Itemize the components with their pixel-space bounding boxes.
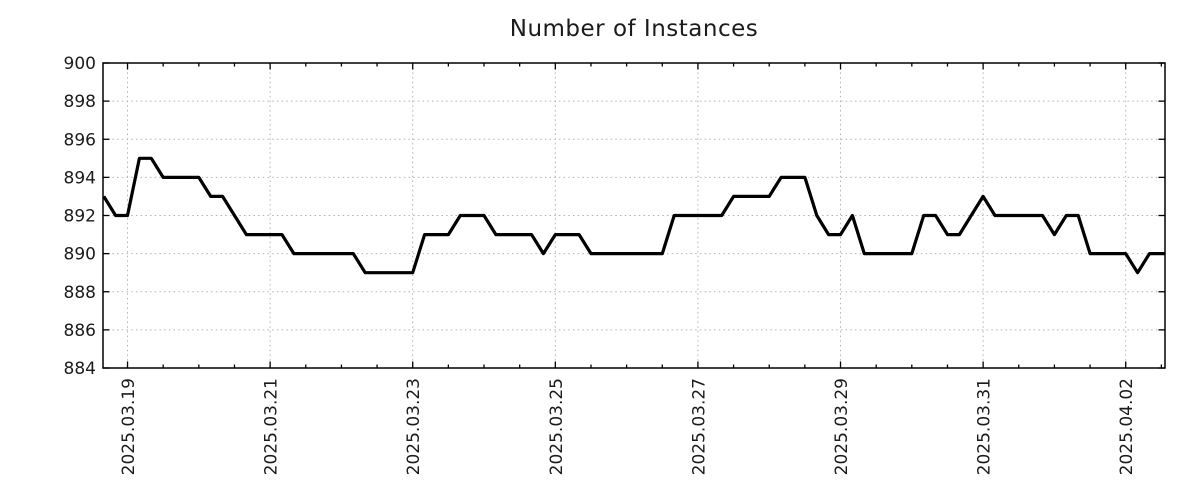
- x-tick-label: 2025.03.21: [262, 378, 282, 475]
- x-tick-label: 2025.03.27: [689, 378, 709, 475]
- y-tick-label: 890: [64, 245, 96, 265]
- x-tick-label: 2025.03.29: [832, 378, 852, 475]
- y-tick-label: 892: [64, 207, 96, 227]
- y-tick-label: 894: [64, 168, 96, 188]
- x-tick-label: 2025.03.31: [975, 378, 995, 475]
- x-tick-label: 2025.03.23: [404, 378, 424, 475]
- series-line: [102, 156, 1165, 275]
- x-tick-label: 2025.04.02: [1117, 378, 1137, 475]
- y-tick-label: 900: [64, 54, 96, 74]
- grid-lines: [103, 63, 1165, 368]
- x-tick-label: 2025.03.25: [547, 378, 567, 475]
- tick-labels: 884 886 888 890 892 894 896 898 900 2025.03.19 202…: [64, 54, 1138, 475]
- y-tick-label: 886: [64, 321, 96, 341]
- chart-title: Number of Instances: [509, 16, 759, 42]
- y-tick-label: 884: [64, 359, 96, 379]
- x-tick-label: 2025.03.19: [119, 378, 139, 475]
- y-tick-label: 888: [64, 283, 96, 303]
- y-tick-label: 898: [64, 92, 96, 112]
- y-tick-label: 896: [64, 130, 96, 150]
